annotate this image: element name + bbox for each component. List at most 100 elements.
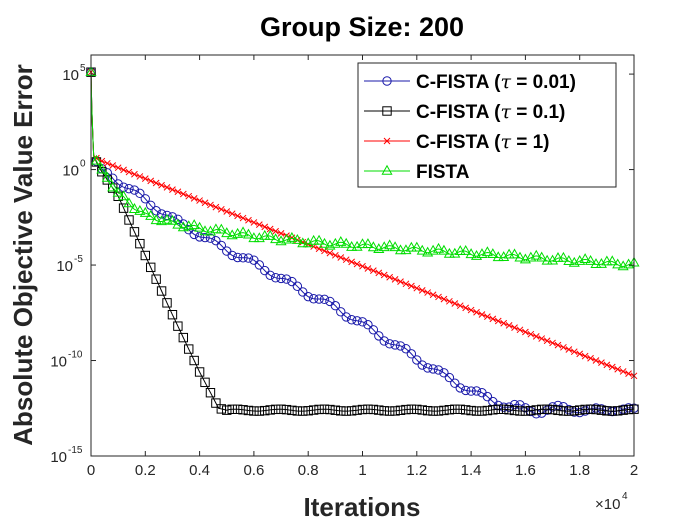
series-2-marker (429, 291, 437, 299)
series-2-marker (451, 300, 459, 307)
series-0-marker (189, 229, 199, 240)
series-1-marker (232, 404, 243, 414)
series-0-marker (482, 391, 493, 402)
series-3-marker (557, 251, 569, 262)
series-1-marker (189, 355, 199, 366)
series-1-marker (173, 321, 183, 331)
series-2-marker (103, 159, 111, 167)
legend-label-suffix: = 0.1) (511, 102, 565, 123)
series-2-marker (397, 278, 404, 285)
series-2-marker (141, 175, 149, 182)
series-0-marker (281, 274, 292, 284)
series-2-marker (326, 249, 334, 257)
series-2-marker (359, 262, 366, 270)
series-3-marker (367, 241, 379, 252)
series-2-marker (576, 350, 584, 358)
series-1-marker (146, 262, 156, 273)
series-3-marker (123, 197, 135, 208)
series-2-marker (201, 199, 209, 207)
series-0-marker (352, 316, 362, 326)
series-1-marker (428, 406, 438, 416)
series-3-marker (215, 223, 227, 234)
series-3-marker (253, 232, 265, 243)
series-0-marker (341, 312, 351, 322)
series-2-marker (239, 214, 247, 222)
series-3-marker (351, 240, 363, 251)
series-1-marker (368, 404, 379, 415)
y-tick-label: 10 5 (62, 63, 86, 84)
series-3-marker (601, 255, 613, 266)
x-tick-label: 1.2 (406, 462, 427, 479)
series-1-marker (379, 406, 389, 416)
series-1-marker (336, 406, 346, 416)
series-2-marker (147, 177, 155, 185)
series-2-marker (408, 282, 415, 290)
series-0-marker (292, 281, 303, 291)
series-1-marker (129, 227, 140, 237)
series-1-marker (140, 250, 151, 261)
series-2-marker (413, 284, 421, 292)
series-3-marker (552, 252, 564, 262)
x-exponent-label: ×10 4 (595, 491, 628, 513)
series-3-marker (270, 233, 282, 244)
series-1-marker (466, 405, 476, 416)
series-2-marker (217, 205, 225, 213)
y-tick-exponent: -5 (74, 254, 83, 265)
series-1-marker (623, 404, 634, 415)
legend-label-suffix: = 0.01) (511, 72, 576, 93)
series-2-marker (383, 137, 391, 145)
series-1-marker (314, 404, 324, 415)
series-2-marker (364, 265, 372, 272)
series-3-marker (210, 223, 222, 234)
series-0-marker (129, 185, 140, 195)
series-3-marker (318, 237, 331, 248)
series-1-marker (390, 406, 400, 416)
x-axis: 0 0.2 0.4 0.6 0.8 1 1.2 1.4 1.6 1.8 2 (87, 55, 638, 479)
series-2-marker (250, 219, 258, 226)
series-0-marker (308, 294, 319, 304)
series-3-marker (308, 234, 320, 245)
series-2-marker (245, 216, 252, 224)
series-3-marker (313, 234, 325, 245)
series-0-marker (227, 250, 237, 261)
series-3-marker (264, 229, 276, 240)
series-2-marker (391, 276, 399, 283)
series-3-marker (465, 248, 477, 259)
series-2-marker (163, 184, 171, 191)
series-1-marker (401, 404, 411, 415)
series-3-marker (438, 244, 450, 255)
series-2-marker (315, 245, 323, 253)
series-0-marker (194, 232, 205, 242)
series-3-marker (443, 247, 455, 258)
series-3-marker (590, 258, 602, 269)
series-0-marker (401, 344, 411, 354)
series-1-marker (276, 404, 286, 414)
series-2-marker (435, 293, 442, 301)
series-layer (85, 65, 640, 419)
series-1-marker (135, 238, 145, 249)
series-2-marker (174, 188, 182, 196)
series-2-marker (456, 302, 464, 310)
series-1-marker (406, 404, 417, 414)
series-1-marker (412, 404, 422, 415)
series-0-marker (156, 209, 167, 219)
legend: C-FISTA (τ = 0.01)C-FISTA (τ = 0.1)C-FIS… (357, 62, 617, 188)
series-2-marker (114, 164, 122, 172)
series-0-marker (509, 399, 520, 410)
y-tick-label: 10 -10 (50, 350, 83, 371)
legend-label: C-FISTA (τ = 0.1) (416, 101, 565, 123)
series-2-marker (619, 368, 627, 375)
series-2-marker (543, 337, 551, 345)
series-1-marker (591, 404, 601, 415)
series-3-marker (503, 248, 515, 259)
y-tick-exponent: 0 (80, 159, 86, 170)
series-1-marker (471, 406, 482, 416)
series-0-marker (466, 386, 476, 396)
series-1-marker (531, 405, 541, 415)
series-0-marker (287, 276, 297, 287)
series-0-marker (146, 200, 156, 210)
y-tick-exponent: -15 (68, 445, 83, 456)
series-3-marker (161, 213, 173, 224)
series-3-marker (514, 251, 526, 262)
series-2-marker (190, 195, 198, 202)
